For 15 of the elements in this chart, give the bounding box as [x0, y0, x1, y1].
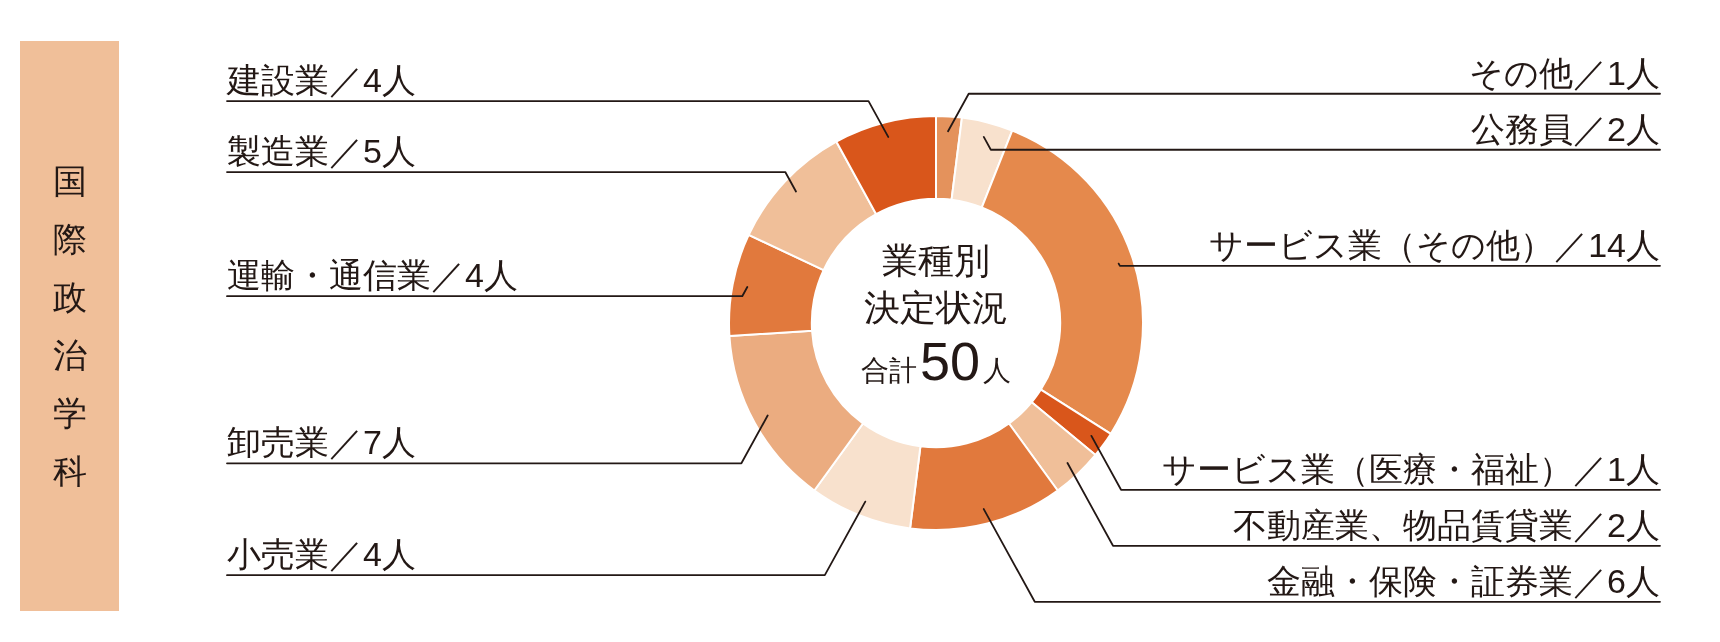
slice-label: その他／1人	[1469, 53, 1660, 92]
slice-label: 不動産業、物品賃貸業／2人	[1233, 505, 1660, 544]
slice-label: サービス業（医療・福祉）／1人	[1162, 449, 1660, 488]
slice-label: 運輸・通信業／4人	[227, 256, 518, 295]
text: 業種別	[881, 239, 991, 283]
slice-label: 建設業／4人	[226, 61, 416, 100]
slice-label: 公務員／2人	[1471, 109, 1660, 148]
text: 国際政治学科	[51, 161, 88, 492]
text: 合計50人	[860, 331, 1012, 391]
slice-label: 卸売業／7人	[227, 423, 416, 462]
text: 決定状況	[863, 286, 1009, 330]
slice-label: 小売業／4人	[227, 535, 416, 574]
slice-label: サービス業（その他）／14人	[1209, 225, 1660, 264]
slice-label: 金融・保険・証券業／6人	[1267, 561, 1660, 600]
slice-label: 製造業／5人	[227, 132, 416, 171]
